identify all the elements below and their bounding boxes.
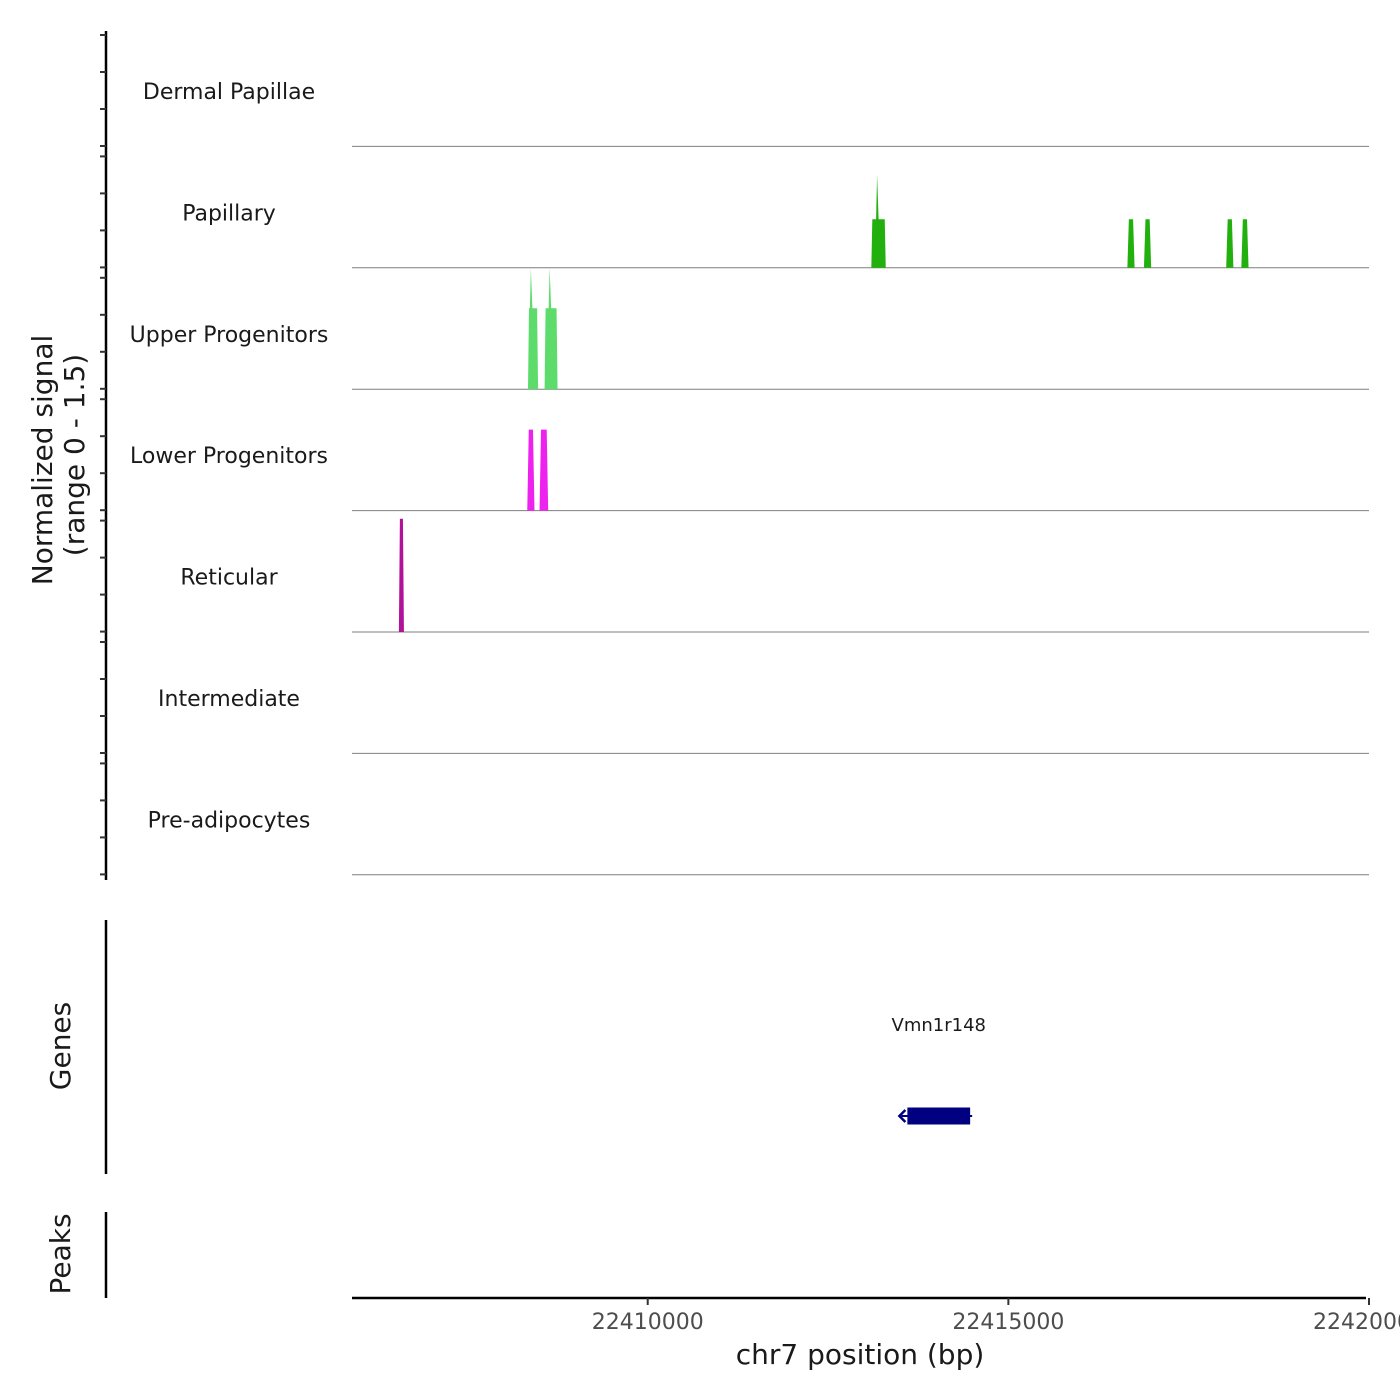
track-label: Lower Progenitors xyxy=(130,444,328,469)
coverage-segment xyxy=(871,174,886,268)
track-label: Pre-adipocytes xyxy=(148,808,311,833)
x-tick-label: 22420000 xyxy=(1313,1310,1400,1335)
track-dermal-papillae: Dermal Papillae xyxy=(143,80,1369,147)
coverage-segment xyxy=(1226,219,1234,268)
gene-strand-arrow xyxy=(897,1109,907,1123)
x-axis: 22410000 22415000 22420000 xyxy=(352,1296,1400,1335)
gene-exon xyxy=(907,1107,971,1125)
track-lower-progenitors: Lower Progenitors xyxy=(130,429,1369,512)
coverage-segment xyxy=(1127,219,1135,268)
tracks-layer: Dermal Papillae Papillary Upper Progenitor… xyxy=(130,80,1369,876)
y-axis-label-line1: Normalized signal xyxy=(26,335,59,586)
gene-label: Vmn1r148 xyxy=(892,1015,986,1036)
coverage-segment xyxy=(544,267,558,390)
y-axis-label-line2: (range 0 - 1.5) xyxy=(58,354,91,556)
track-label: Upper Progenitors xyxy=(130,323,329,348)
coverage-segment xyxy=(1143,219,1152,268)
coverage-segment xyxy=(539,429,549,511)
track-label: Dermal Papillae xyxy=(143,80,315,105)
peaks-panel-label: Peaks xyxy=(44,1213,77,1294)
track-reticular: Reticular xyxy=(180,518,1369,633)
track-intermediate: Intermediate xyxy=(158,687,1369,754)
genes-panel: Vmn1r148 xyxy=(104,920,986,1174)
coverage-y-axis xyxy=(100,31,108,880)
track-upper-progenitors: Upper Progenitors xyxy=(130,267,1369,390)
track-papillary: Papillary xyxy=(182,174,1369,269)
x-tick-label: 22415000 xyxy=(952,1310,1064,1335)
coverage-segment xyxy=(527,429,535,511)
genes-panel-label: Genes xyxy=(44,1002,77,1090)
track-label: Papillary xyxy=(182,201,276,226)
coverage-segment xyxy=(398,518,404,632)
x-tick-label: 22410000 xyxy=(592,1310,704,1335)
coverage-segment xyxy=(1241,219,1249,268)
track-label: Intermediate xyxy=(158,687,300,712)
coverage-segment xyxy=(527,267,539,390)
gene-vmn1r148: Vmn1r148 xyxy=(892,1015,986,1125)
track-pre-adipocytes: Pre-adipocytes xyxy=(148,808,1369,876)
track-label: Reticular xyxy=(180,566,278,591)
x-axis-title: chr7 position (bp) xyxy=(736,1338,985,1371)
